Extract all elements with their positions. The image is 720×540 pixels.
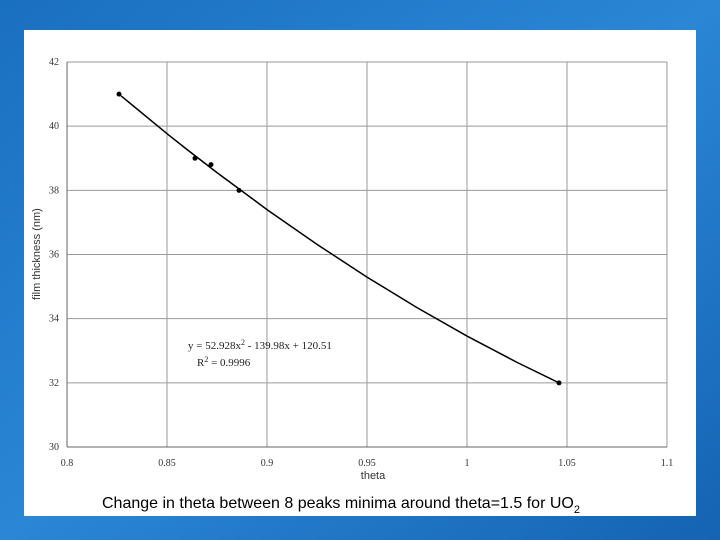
- y-tick-label: 30: [49, 442, 59, 453]
- y-tick-label: 42: [49, 57, 59, 68]
- caption-subscript: 2: [574, 504, 580, 516]
- r-squared-text: R: [197, 357, 205, 369]
- x-tick-label: 1.1: [661, 458, 674, 469]
- r-squared-power: 2: [204, 355, 208, 364]
- trend-line: [120, 95, 560, 384]
- equation-power: 2: [241, 338, 245, 347]
- plot-area: 30 32 34 36 38 40 42 0.8 0.85 0.9 0.95 1 1.05 1.1: [49, 57, 673, 469]
- y-tick-label: 34: [49, 314, 59, 325]
- caption-text: Change in theta between 8 peaks minima a…: [102, 495, 574, 512]
- x-tick-label: 0.9: [261, 458, 274, 469]
- equation-text: y = 52.928x: [188, 340, 241, 352]
- data-point: [208, 162, 214, 168]
- r-squared: R2 = 0.9996: [197, 355, 251, 369]
- x-tick-label: 0.8: [61, 458, 74, 469]
- x-tick-label: 1: [465, 458, 470, 469]
- x-tick-label: 0.85: [158, 458, 176, 469]
- equation: y = 52.928x2 - 139.98x + 120.51: [188, 338, 332, 352]
- equation-text: - 139.98x + 120.51: [245, 340, 332, 352]
- data-point: [116, 91, 122, 97]
- y-axis-label: film thickness (nm): [31, 208, 43, 300]
- y-tick-label: 40: [49, 121, 59, 132]
- y-tick-label: 32: [49, 378, 59, 389]
- x-axis-label: theta: [361, 470, 386, 482]
- x-tick-label: 1.05: [558, 458, 576, 469]
- r-squared-text: = 0.9996: [208, 357, 250, 369]
- caption: Change in theta between 8 peaks minima a…: [102, 495, 580, 516]
- x-tick-label: 0.95: [358, 458, 376, 469]
- y-tick-label: 36: [49, 250, 59, 261]
- y-tick-label: 38: [49, 185, 59, 196]
